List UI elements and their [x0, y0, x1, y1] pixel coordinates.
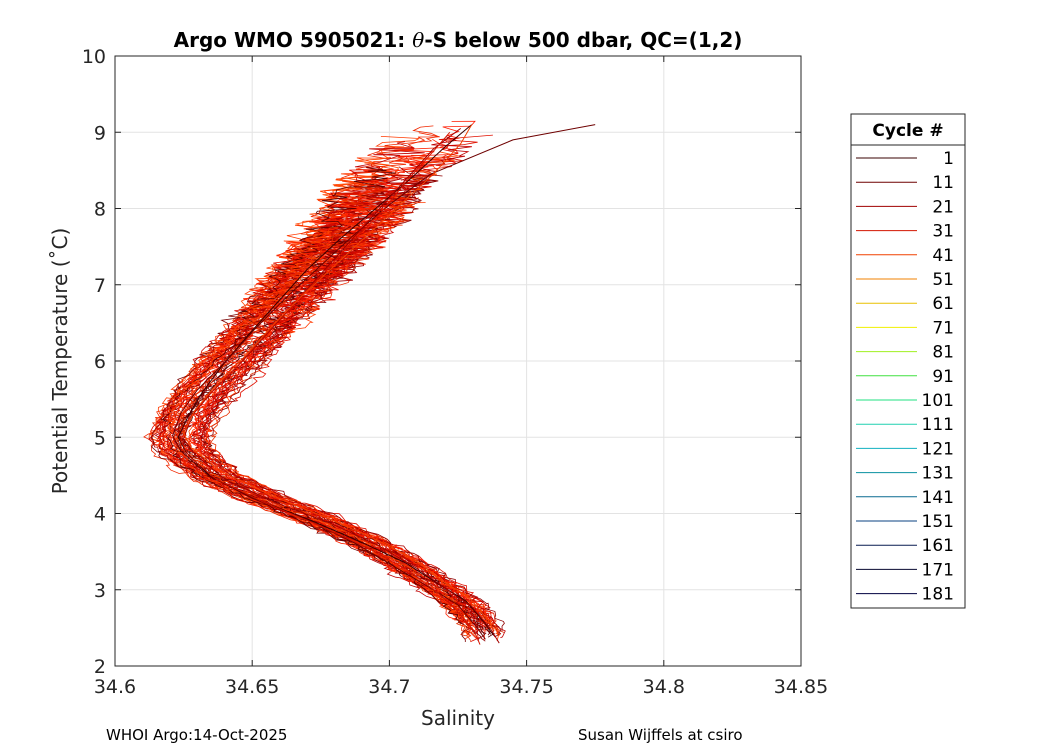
y-tick-label: 9 — [94, 122, 106, 144]
x-tick-label: 34.7 — [368, 676, 410, 698]
legend-title: Cycle # — [872, 121, 943, 141]
x-axis: 34.6 34.65 34.7 34.75 34.8 34.85 — [94, 56, 828, 698]
footer-left: WHOI Argo:14-Oct-2025 — [106, 726, 288, 744]
legend-label-141: 141 — [922, 488, 954, 508]
legend-label-121: 121 — [922, 439, 954, 459]
y-tick-label: 5 — [94, 427, 106, 449]
legend-label-11: 11 — [932, 173, 954, 193]
legend-label-81: 81 — [932, 343, 954, 363]
profile-lines — [143, 120, 596, 645]
x-axis-label: Salinity — [421, 706, 495, 730]
float-profile-trace — [156, 176, 474, 631]
float-profile-trace — [193, 224, 492, 627]
legend-label-171: 171 — [922, 560, 954, 580]
float-profile-trace — [208, 211, 505, 633]
float-profile-trace — [200, 227, 494, 614]
chart-title: Argo WMO 5905021: θ-S below 500 dbar, QC… — [174, 28, 743, 52]
legend-label-91: 91 — [932, 367, 954, 387]
y-tick-label: 3 — [94, 580, 106, 602]
series-line-11 — [172, 124, 596, 640]
x-tick-label: 34.6 — [94, 676, 136, 698]
legend-label-181: 181 — [922, 585, 954, 605]
legend-label-161: 161 — [922, 536, 954, 556]
x-tick-label: 34.85 — [774, 676, 828, 698]
legend-label-21: 21 — [932, 197, 954, 217]
footer-right: Susan Wijffels at csiro — [578, 726, 743, 744]
legend-label-41: 41 — [932, 246, 954, 266]
float-profile-trace — [162, 167, 462, 625]
legend-label-111: 111 — [922, 415, 954, 435]
series-line-21 — [183, 128, 500, 644]
legend-label-71: 71 — [932, 318, 954, 338]
series-line-1 — [177, 124, 495, 636]
y-tick-label: 8 — [94, 199, 106, 221]
legend-label-61: 61 — [932, 294, 954, 314]
y-axis-label: Potential Temperature (˚C) — [48, 228, 72, 495]
float-profile-trace — [191, 198, 489, 622]
float-profile-trace — [167, 230, 477, 638]
legend-label-131: 131 — [922, 464, 954, 484]
x-tick-label: 34.75 — [499, 676, 553, 698]
float-profile-trace — [197, 134, 493, 629]
legend: Cycle # 11121314151617181911011111211311… — [850, 113, 966, 609]
legend-label-1: 1 — [943, 149, 954, 169]
series-line-41 — [183, 124, 495, 632]
legend-label-101: 101 — [922, 391, 954, 411]
float-profile-trace — [150, 235, 468, 642]
float-profile-trace — [199, 136, 506, 639]
y-tick-label: 4 — [94, 504, 106, 526]
y-tick-label: 7 — [94, 275, 106, 297]
y-axis: 2 3 4 5 6 7 8 9 10 — [82, 46, 801, 678]
legend-label-51: 51 — [932, 270, 954, 290]
legend-label-151: 151 — [922, 512, 954, 532]
legend-box — [850, 113, 966, 609]
y-tick-label: 6 — [94, 351, 106, 373]
x-tick-label: 34.65 — [225, 676, 279, 698]
legend-label-31: 31 — [932, 222, 954, 242]
float-profile-trace — [183, 151, 498, 636]
y-tick-label: 2 — [94, 656, 106, 678]
x-tick-label: 34.8 — [643, 676, 685, 698]
y-tick-label: 10 — [82, 46, 106, 68]
